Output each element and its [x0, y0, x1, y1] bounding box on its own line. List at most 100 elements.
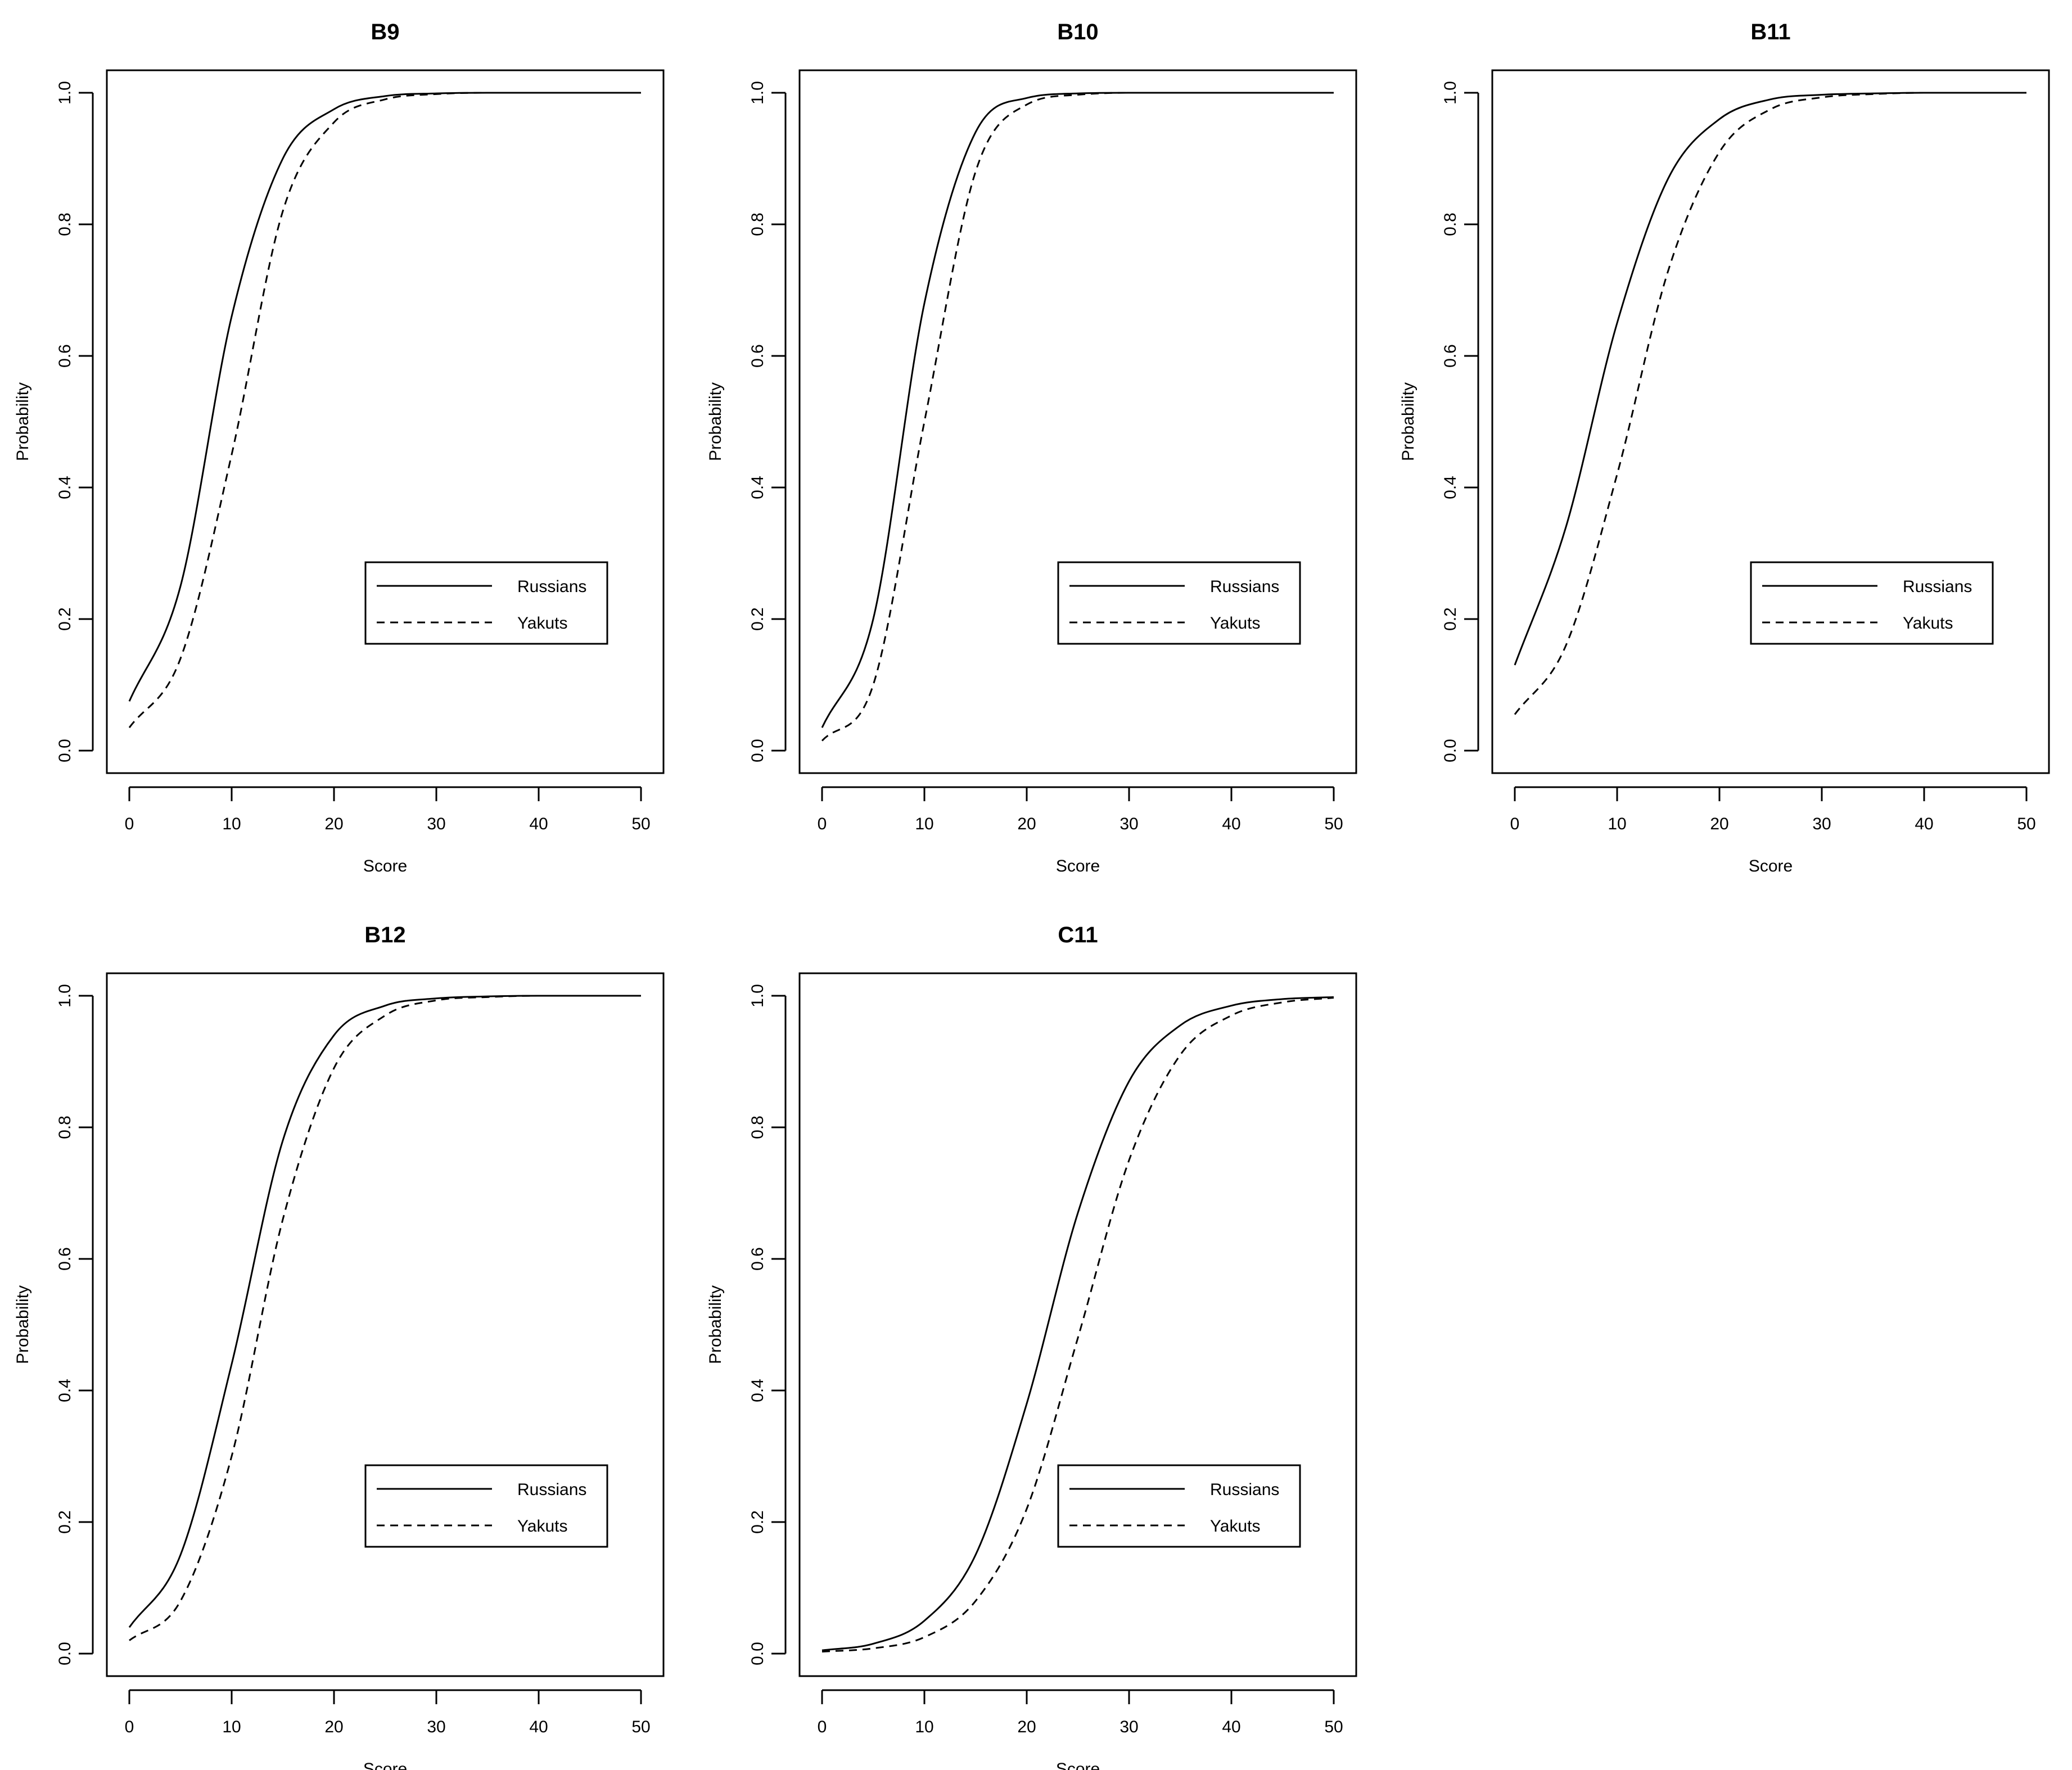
y-tick-label: 0.0	[748, 739, 767, 762]
plot-frame	[798, 69, 1357, 774]
x-tick-label: 40	[529, 815, 548, 833]
y-tick-label: 0.6	[1441, 344, 1460, 368]
y-tick-label: 0.0	[748, 1642, 767, 1665]
chart-panel-c11: C11 0 10 20 30 40 50 Score 0.0 0.2 0.4 0.6 0.8 1.0 Pro…	[706, 923, 1357, 1770]
y-tick-label: 0.8	[1441, 213, 1460, 236]
y-axis-label: Probability	[706, 1285, 725, 1364]
legend: Russians Yakuts	[1057, 561, 1301, 645]
plot-frame	[1491, 69, 2050, 774]
x-tick-label: 10	[915, 815, 933, 833]
x-tick-label: 0	[818, 815, 827, 833]
legend: Russians Yakuts	[364, 1464, 608, 1548]
chart-title: C11	[1058, 923, 1098, 947]
chart-panel-b12: B12 0 10 20 30 40 50 Score 0.0 0.2 0.4 0.6 0.8 1.0 Pro…	[13, 923, 665, 1770]
y-tick-label: 0.6	[56, 344, 74, 368]
x-tick-label: 40	[1915, 815, 1933, 833]
x-tick-label: 50	[1324, 815, 1343, 833]
legend-box	[1057, 561, 1301, 645]
y-tick-label: 0.0	[1441, 739, 1460, 762]
chart-title: B10	[1057, 20, 1098, 44]
x-tick-label: 0	[1510, 815, 1520, 833]
x-tick-label: 10	[222, 1718, 241, 1736]
y-axis-label: Probability	[13, 1285, 32, 1364]
x-axis-label: Score	[1749, 857, 1793, 875]
x-tick-label: 20	[1710, 815, 1728, 833]
y-axis-label: Probability	[706, 382, 725, 461]
legend-box	[1057, 1464, 1301, 1548]
x-tick-label: 0	[125, 815, 134, 833]
legend-label-russians: Russians	[517, 1480, 586, 1499]
x-tick-label: 20	[324, 1718, 343, 1736]
legend-label-yakuts: Yakuts	[1210, 614, 1261, 633]
x-tick-label: 30	[427, 1718, 445, 1736]
x-tick-label: 30	[1119, 815, 1138, 833]
x-tick-label: 50	[1324, 1718, 1343, 1736]
series-line-yakuts	[821, 92, 1334, 742]
x-tick-label: 10	[222, 815, 241, 833]
y-tick-label: 0.6	[748, 1247, 767, 1271]
y-axis-label: Probability	[13, 382, 32, 461]
x-tick-label: 30	[1119, 1718, 1138, 1736]
chart-panel-b11: B11 0 10 20 30 40 50 Score 0.0 0.2 0.4 0.6 0.8 1.0 Pro…	[1399, 20, 2050, 875]
legend: Russians Yakuts	[1057, 1464, 1301, 1548]
series-line-yakuts	[1514, 92, 2026, 715]
x-tick-label: 20	[1017, 1718, 1036, 1736]
chart-title: B12	[364, 923, 405, 947]
y-tick-label: 0.2	[56, 607, 74, 631]
y-tick-label: 0.2	[748, 607, 767, 631]
legend-label-russians: Russians	[1210, 1480, 1279, 1499]
series-line-russians	[821, 996, 1334, 1651]
x-axis-label: Score	[363, 857, 407, 875]
x-tick-label: 20	[1017, 815, 1036, 833]
y-tick-label: 1.0	[748, 984, 767, 1008]
y-tick-label: 0.2	[56, 1510, 74, 1534]
chart-panel-b10: B10 0 10 20 30 40 50 Score 0.0 0.2 0.4 0.6 0.8 1.0 Pro…	[706, 20, 1357, 875]
x-tick-label: 20	[324, 815, 343, 833]
x-tick-label: 30	[427, 815, 445, 833]
legend-label-yakuts: Yakuts	[1210, 1517, 1261, 1536]
legend: Russians Yakuts	[364, 561, 608, 645]
y-tick-label: 0.8	[56, 1116, 74, 1139]
chart-title: B9	[371, 20, 399, 44]
y-tick-label: 0.6	[56, 1247, 74, 1271]
legend-label-yakuts: Yakuts	[1903, 614, 1953, 633]
x-tick-label: 0	[125, 1718, 134, 1736]
x-tick-label: 10	[1608, 815, 1626, 833]
x-tick-label: 0	[818, 1718, 827, 1736]
x-tick-label: 30	[1812, 815, 1831, 833]
x-axis-label: Score	[363, 1760, 407, 1770]
plot-frame	[798, 972, 1357, 1677]
y-tick-label: 0.4	[56, 1379, 74, 1402]
x-tick-label: 10	[915, 1718, 933, 1736]
legend-label-russians: Russians	[1903, 577, 1972, 596]
x-tick-label: 50	[631, 1718, 650, 1736]
legend-box	[1750, 561, 1994, 645]
x-tick-label: 40	[529, 1718, 548, 1736]
y-tick-label: 0.4	[1441, 476, 1460, 499]
y-tick-label: 0.8	[748, 213, 767, 236]
y-tick-label: 0.8	[748, 1116, 767, 1139]
y-tick-label: 0.0	[56, 1642, 74, 1665]
legend-label-yakuts: Yakuts	[517, 614, 568, 633]
y-tick-label: 1.0	[56, 81, 74, 105]
x-tick-label: 50	[2017, 815, 2035, 833]
plot-frame	[106, 972, 665, 1677]
y-tick-label: 0.4	[748, 1379, 767, 1402]
legend-box	[364, 1464, 608, 1548]
chart-title: B11	[1750, 20, 1790, 44]
series-line-russians	[128, 92, 641, 702]
y-tick-label: 1.0	[1441, 81, 1460, 105]
x-tick-label: 40	[1222, 815, 1240, 833]
chart-panel-b9: B9 0 10 20 30 40 50 Score 0.0 0.2 0.4 0.6 0.8 1.0 Prob…	[13, 20, 665, 875]
y-tick-label: 0.6	[748, 344, 767, 368]
series-line-yakuts	[821, 997, 1334, 1652]
x-tick-label: 40	[1222, 1718, 1240, 1736]
legend-label-russians: Russians	[1210, 577, 1279, 596]
x-tick-label: 50	[631, 815, 650, 833]
plot-frame	[106, 69, 665, 774]
y-tick-label: 0.8	[56, 213, 74, 236]
y-tick-label: 0.4	[748, 476, 767, 499]
y-tick-label: 0.4	[56, 476, 74, 499]
y-tick-label: 0.0	[56, 739, 74, 762]
